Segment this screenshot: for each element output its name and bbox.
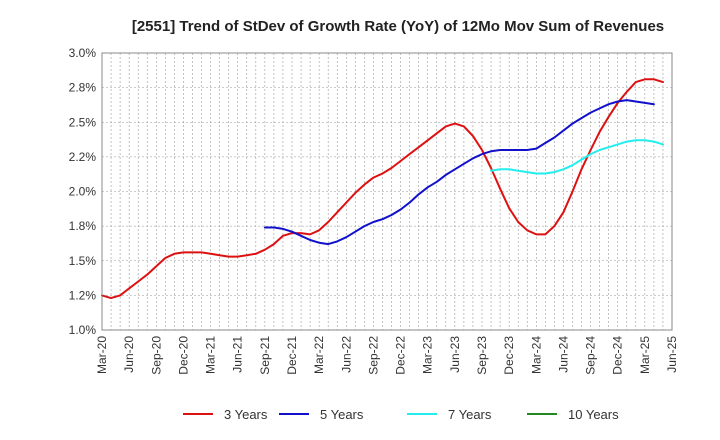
- x-tick-label: Sep-20: [149, 336, 163, 375]
- legend-label: 7 Years: [448, 407, 492, 422]
- legend-label: 10 Years: [568, 407, 619, 422]
- y-tick-label: 3.0%: [69, 46, 97, 60]
- x-tick-label: Jun-20: [122, 336, 136, 373]
- x-tick-label: Mar-20: [95, 336, 109, 374]
- series-line-5-years: [263, 99, 655, 246]
- grid: [101, 52, 673, 331]
- legend-label: 5 Years: [320, 407, 364, 422]
- y-tick-label: 2.5%: [69, 115, 97, 129]
- x-tick-label: Sep-23: [475, 336, 489, 375]
- x-tick-label: Dec-23: [502, 336, 516, 375]
- x-tick-label: Sep-24: [584, 336, 598, 375]
- y-tick-label: 1.8%: [69, 219, 97, 233]
- x-tick-label: Jun-24: [556, 336, 570, 373]
- x-tick-label: Mar-22: [312, 336, 326, 374]
- x-tick-label: Jun-22: [339, 336, 353, 373]
- x-tick-label: Dec-22: [394, 336, 408, 375]
- x-tick-label: Mar-23: [421, 336, 435, 374]
- y-tick-label: 1.0%: [69, 323, 97, 337]
- series-layer: [101, 78, 664, 300]
- legend-label: 3 Years: [224, 407, 268, 422]
- y-tick-label: 2.0%: [69, 185, 97, 199]
- y-tick-label: 1.5%: [69, 254, 97, 268]
- x-tick-label: Dec-24: [611, 336, 625, 375]
- x-tick-label: Mar-21: [204, 336, 218, 374]
- y-tick-label: 1.2%: [69, 288, 97, 302]
- x-tick-label: Mar-24: [529, 336, 543, 374]
- x-tick-label: Mar-25: [638, 336, 652, 374]
- y-axis: 1.0% 1.2% 1.5% 1.8% 2.0% 2.2% 2.5% 2.8% 3.0%: [69, 46, 97, 337]
- x-tick-label: Jun-25: [665, 336, 679, 373]
- x-tick-label: Dec-21: [285, 336, 299, 375]
- x-tick-label: Jun-21: [231, 336, 245, 373]
- y-tick-label: 2.2%: [69, 150, 97, 164]
- series-line-3-years: [101, 78, 664, 300]
- plot-frame: [101, 52, 673, 331]
- x-tick-label: Jun-23: [448, 336, 462, 373]
- series-line-7-years: [490, 139, 664, 175]
- x-tick-label: Sep-22: [366, 336, 380, 375]
- x-tick-label: Dec-20: [176, 336, 190, 375]
- x-tick-label: Sep-21: [258, 336, 272, 375]
- y-tick-label: 2.8%: [69, 81, 97, 95]
- x-axis: Mar-20 Jun-20 Sep-20 Dec-20 Mar-21 Jun-21 Sep-…: [95, 336, 679, 375]
- chart-title: [2551] Trend of StDev of Growth Rate (Yo…: [132, 18, 664, 35]
- legend: 3 Years 5 Years 7 Years 10 Years: [183, 407, 619, 422]
